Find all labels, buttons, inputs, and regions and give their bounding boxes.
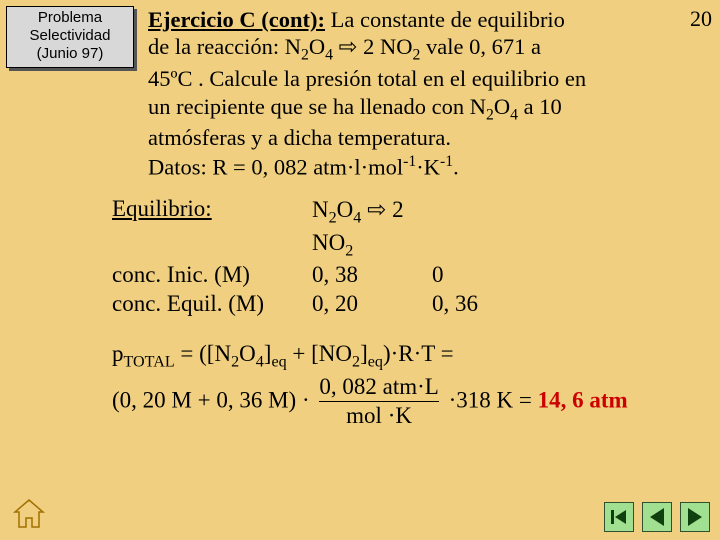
row-initial-label: conc. Inic. (M) [112, 261, 312, 290]
row-equil-v2: 0, 36 [432, 290, 532, 319]
row-equil-label: conc. Equil. (M) [112, 290, 312, 319]
problem-badge: Problema Selectividad (Junio 97) [6, 6, 134, 68]
first-button[interactable] [604, 502, 634, 532]
exercise-title: Ejercicio C (cont): [148, 7, 325, 32]
house-icon [12, 498, 46, 530]
row-initial-v2: 0 [432, 261, 532, 290]
reaction-arrow-icon: ⇨ [339, 34, 358, 59]
prev-icon [650, 508, 664, 526]
next-button[interactable] [680, 502, 710, 532]
row-initial-v1: 0, 38 [312, 261, 432, 290]
badge-line3: (Junio 97) [7, 45, 133, 63]
equilibrium-label: Equilibrio: [112, 196, 212, 221]
equilibrium-table: Equilibrio: N2O4 ⇨ 2 NO2 conc. Inic. (M)… [112, 195, 532, 319]
next-icon [688, 508, 702, 526]
fraction: 0, 082 atm·Lmol ·K [319, 373, 438, 432]
prev-button[interactable] [642, 502, 672, 532]
reaction-arrow-icon: ⇨ [367, 196, 386, 222]
problem-statement: Ejercicio C (cont): La constante de equi… [148, 6, 708, 181]
badge-line1: Problema [7, 9, 133, 27]
home-button[interactable] [12, 498, 46, 530]
pressure-calculation: pTOTAL = ([N2O4]eq + [NO2]eq)·R·T = (0, … [112, 340, 628, 431]
first-icon [610, 508, 628, 526]
final-answer: 14, 6 atm [538, 387, 628, 412]
reaction-header: N2O4 ⇨ 2 NO2 [312, 195, 432, 261]
nav-controls [604, 502, 710, 532]
badge-line2: Selectividad [7, 27, 133, 45]
row-equil-v1: 0, 20 [312, 290, 432, 319]
